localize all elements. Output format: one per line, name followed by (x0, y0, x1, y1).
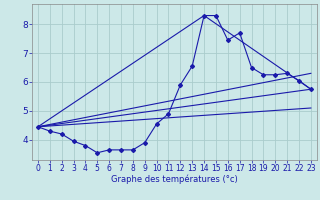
X-axis label: Graphe des températures (°c): Graphe des températures (°c) (111, 175, 238, 184)
